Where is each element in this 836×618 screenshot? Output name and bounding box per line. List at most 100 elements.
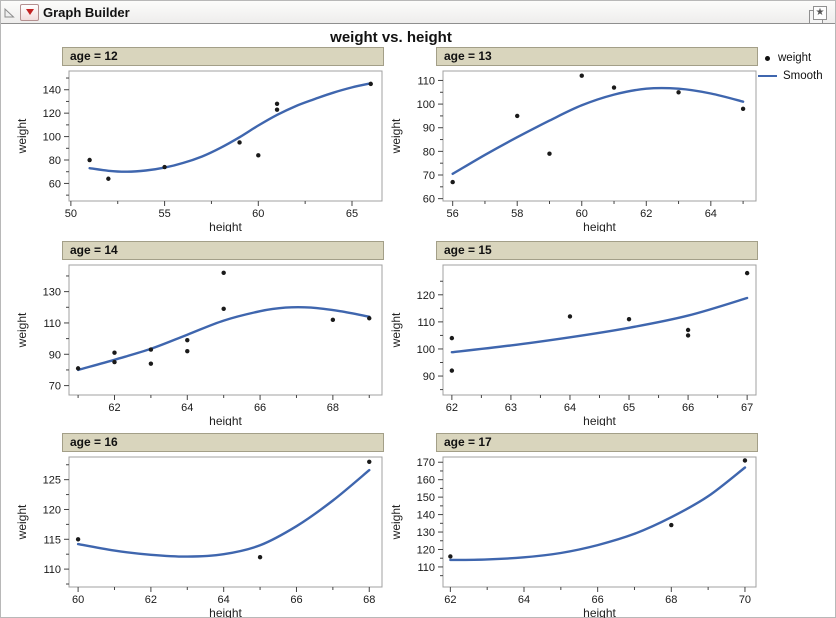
svg-text:125: 125 <box>43 475 61 487</box>
svg-text:64: 64 <box>518 594 530 606</box>
smooth-curve <box>450 296 749 354</box>
x-axis-label: height <box>583 220 616 232</box>
data-point <box>611 85 617 90</box>
panel-header[interactable]: age = 15 <box>436 241 758 260</box>
svg-text:60: 60 <box>252 208 264 220</box>
svg-text:170: 170 <box>417 457 435 469</box>
svg-text:120: 120 <box>417 290 435 302</box>
y-axis-label: weight <box>391 504 403 540</box>
svg-text:70: 70 <box>423 170 435 182</box>
svg-text:55: 55 <box>158 208 170 220</box>
data-point <box>567 314 573 319</box>
panel-plot-area[interactable]: 62 64 66 68 70 110 120 130 140 150 160 170 height wei… <box>391 452 763 618</box>
svg-text:70: 70 <box>739 594 751 606</box>
y-axis-label: weight <box>391 118 403 154</box>
x-axis-label: height <box>583 414 616 426</box>
panel-age-16: age = 16 60 62 64 66 68 110 115 120 125 height wei… <box>17 433 389 618</box>
svg-text:62: 62 <box>145 594 157 606</box>
data-point <box>685 333 691 338</box>
svg-text:90: 90 <box>49 349 61 361</box>
svg-text:60: 60 <box>423 194 435 206</box>
svg-text:120: 120 <box>417 544 435 556</box>
layered-window-star-icon[interactable]: ★ <box>808 5 828 25</box>
data-point <box>626 316 632 322</box>
svg-text:110: 110 <box>43 318 61 330</box>
svg-text:150: 150 <box>417 492 435 504</box>
data-point <box>87 157 92 163</box>
svg-text:130: 130 <box>417 527 435 539</box>
svg-text:110: 110 <box>43 564 61 576</box>
disclosure-triangle-icon[interactable] <box>4 6 16 18</box>
panel-header[interactable]: age = 12 <box>62 47 384 66</box>
smooth-curve <box>88 82 372 173</box>
panel-age-13: age = 13 56 58 60 62 64 60 70 80 90 100 110 height w… <box>391 47 763 232</box>
panel-plot-area[interactable]: 56 58 60 62 64 60 70 80 90 100 110 height weight <box>391 66 763 232</box>
svg-text:62: 62 <box>640 208 652 220</box>
svg-text:65: 65 <box>623 402 635 414</box>
panel-header[interactable]: age = 16 <box>62 433 384 452</box>
data-point <box>221 270 226 276</box>
legend-item-weight[interactable]: weight <box>758 49 823 67</box>
svg-text:62: 62 <box>446 402 458 414</box>
svg-text:66: 66 <box>682 402 694 414</box>
svg-text:80: 80 <box>49 155 61 167</box>
data-point <box>449 368 455 373</box>
report-title-bar: Graph Builder <box>1 1 835 24</box>
data-point <box>367 316 372 321</box>
svg-text:66: 66 <box>254 402 266 414</box>
svg-text:130: 130 <box>43 287 61 299</box>
svg-text:60: 60 <box>72 594 84 606</box>
svg-text:68: 68 <box>327 402 339 414</box>
panel-header[interactable]: age = 17 <box>436 433 758 452</box>
svg-text:120: 120 <box>43 504 61 516</box>
data-point <box>685 327 691 333</box>
panel-plot-area[interactable]: 50 55 60 65 60 80 100 120 140 height weight <box>17 66 389 232</box>
svg-text:66: 66 <box>290 594 302 606</box>
y-axis-label: weight <box>391 312 403 348</box>
svg-text:110: 110 <box>417 75 435 87</box>
panel-plot-area[interactable]: 62 64 66 68 70 90 110 130 height weight <box>17 260 389 426</box>
data-point <box>185 337 190 343</box>
legend: weight Smooth <box>758 49 823 85</box>
x-axis-label: height <box>583 606 616 618</box>
data-point <box>148 361 154 366</box>
svg-text:140: 140 <box>43 85 61 97</box>
red-triangle-menu-button[interactable] <box>20 3 39 21</box>
data-point <box>274 101 280 106</box>
svg-text:140: 140 <box>417 510 435 522</box>
svg-text:60: 60 <box>49 178 61 190</box>
svg-text:63: 63 <box>505 402 517 414</box>
data-point <box>579 73 584 78</box>
data-point <box>450 179 455 185</box>
panel-header[interactable]: age = 13 <box>436 47 758 66</box>
data-point <box>256 153 261 158</box>
svg-text:60: 60 <box>576 208 588 220</box>
panel-age-15: age = 15 62 63 64 65 66 67 90 100 110 120 height we… <box>391 241 763 426</box>
svg-text:100: 100 <box>417 99 435 111</box>
panel-plot-area[interactable]: 62 63 64 65 66 67 90 100 110 120 height weight <box>391 260 763 426</box>
svg-text:115: 115 <box>43 534 61 546</box>
data-point <box>669 522 674 528</box>
svg-text:64: 64 <box>564 402 576 414</box>
data-point <box>106 176 111 181</box>
x-axis-label: height <box>209 220 242 232</box>
data-point <box>162 164 167 170</box>
y-axis-label: weight <box>17 504 29 540</box>
panel-header[interactable]: age = 14 <box>62 241 384 260</box>
smooth-curve <box>449 466 747 562</box>
svg-text:64: 64 <box>181 402 193 414</box>
panel-plot-area[interactable]: 60 62 64 66 68 110 115 120 125 height weight <box>17 452 389 618</box>
smooth-line-icon <box>758 74 777 78</box>
data-point <box>330 317 336 323</box>
smooth-curve <box>76 468 371 558</box>
svg-text:65: 65 <box>346 208 358 220</box>
point-marker-icon <box>765 55 770 61</box>
legend-item-smooth[interactable]: Smooth <box>758 67 823 85</box>
panel-age-12: age = 12 50 55 60 65 60 80 100 120 140 height weig… <box>17 47 389 232</box>
svg-text:68: 68 <box>665 594 677 606</box>
y-axis-label: weight <box>17 312 29 348</box>
data-point <box>112 359 117 365</box>
svg-text:120: 120 <box>43 108 61 120</box>
svg-text:160: 160 <box>417 475 435 487</box>
